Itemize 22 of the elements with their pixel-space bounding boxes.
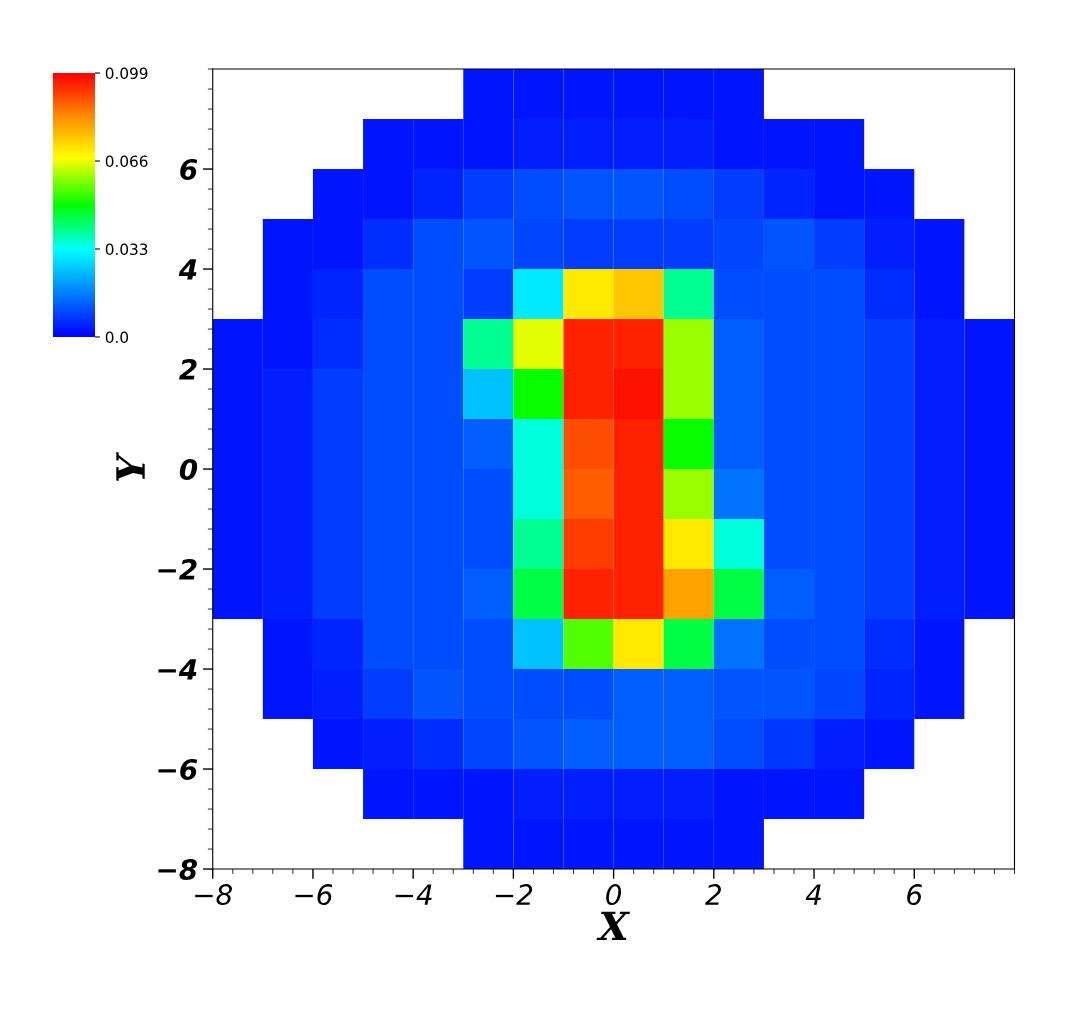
color-bar-label: 0.0 [105,331,129,343]
y-axis-title: Y [116,452,145,481]
y-tick-label: −4 [158,659,197,680]
x-tick-label: −4 [395,884,432,905]
color-bar-label: 0.066 [105,155,148,168]
x-axis-title: X [596,911,630,941]
x-tick-label: −6 [295,884,333,906]
y-tick-label: −2 [158,558,197,580]
x-tick-label: 2 [705,884,721,905]
y-tick-label: 0 [179,458,198,480]
y-tick-label: 4 [178,259,197,280]
y-tick-label: −6 [158,759,198,781]
y-tick-label: 2 [179,358,197,380]
y-tick-label: −8 [158,858,198,880]
color-bar-label: 0.099 [105,67,148,80]
y-tick-label: 6 [180,159,198,181]
x-tick-label: −2 [495,884,533,905]
x-tick-label: −8 [195,884,232,906]
x-tick-label: 6 [907,884,922,906]
color-bar-label: 0.033 [105,243,148,256]
x-tick-label: 0 [606,884,622,906]
x-tick-label: 4 [805,884,821,905]
